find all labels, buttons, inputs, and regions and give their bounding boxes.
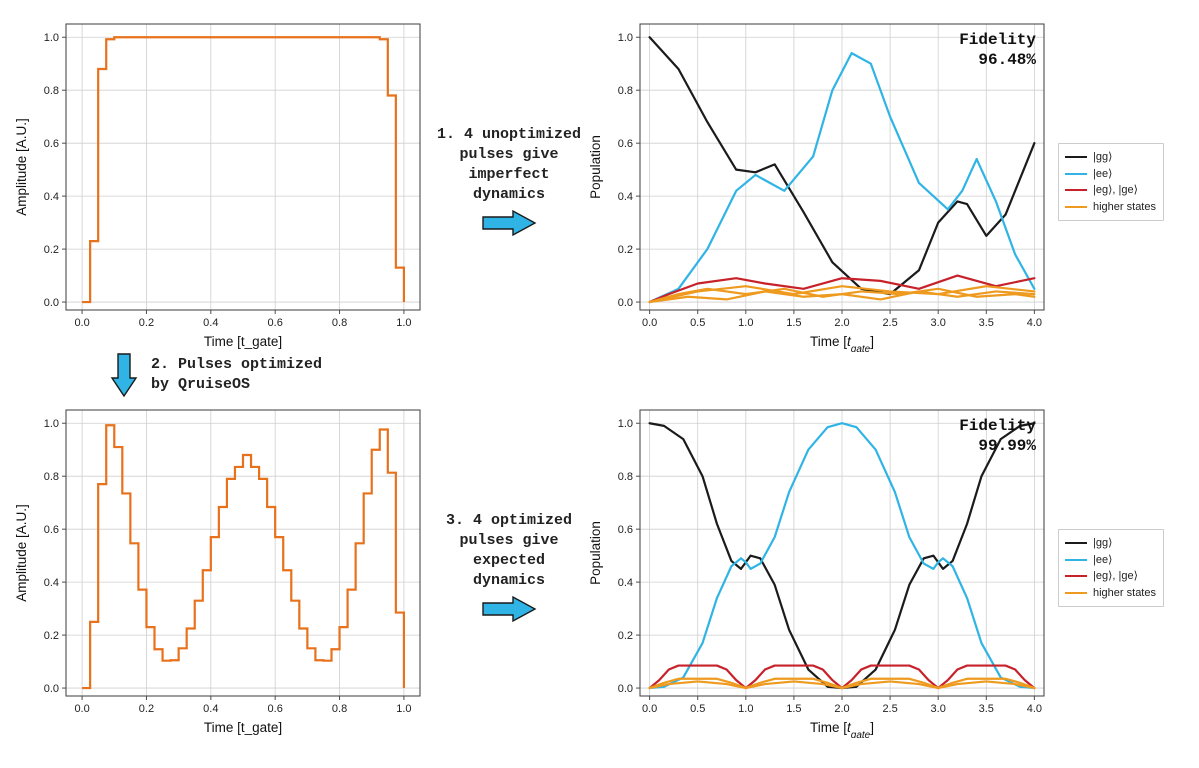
legend-2: |gg⟩|ee⟩|eg⟩, |ge⟩higher states [1058, 398, 1198, 738]
legend-item: higher states [1065, 585, 1156, 602]
svg-text:0.6: 0.6 [618, 138, 633, 150]
svg-text:3.5: 3.5 [979, 703, 994, 715]
svg-text:0.4: 0.4 [203, 317, 218, 329]
svg-text:0.8: 0.8 [618, 471, 633, 483]
svg-text:0.2: 0.2 [139, 317, 154, 329]
svg-text:0.0: 0.0 [618, 297, 633, 309]
annotation-2: 2. Pulses optimizedby QruiseOS [12, 352, 432, 398]
svg-text:Fidelity: Fidelity [959, 417, 1036, 435]
pulse-unoptimized-panel: 0.0 0.2 0.4 0.6 0.8 1.0 0.0 0.2 0.4 0.6 0.8 1.0 Time… [12, 12, 432, 352]
svg-text:0.6: 0.6 [44, 524, 59, 536]
svg-text:0.0: 0.0 [618, 683, 633, 695]
svg-text:96.48%: 96.48% [978, 51, 1036, 69]
arrow-right-icon [479, 206, 539, 240]
svg-text:0.2: 0.2 [618, 630, 633, 642]
svg-text:4.0: 4.0 [1027, 317, 1042, 329]
svg-text:0.0: 0.0 [74, 703, 89, 715]
svg-text:1.0: 1.0 [618, 418, 633, 430]
svg-text:2.5: 2.5 [882, 703, 897, 715]
svg-text:0.2: 0.2 [44, 630, 59, 642]
svg-text:0.0: 0.0 [74, 317, 89, 329]
annotation-3-text: 3. 4 optimizedpulses giveexpecteddynamic… [446, 511, 572, 592]
svg-text:2.0: 2.0 [834, 317, 849, 329]
svg-text:4.0: 4.0 [1027, 703, 1042, 715]
legend-item: |gg⟩ [1065, 535, 1156, 552]
svg-text:Time [tgate]: Time [tgate] [810, 334, 874, 352]
annotation-1: 1. 4 unoptimizedpulses giveimperfectdyna… [434, 125, 584, 240]
legend-1: |gg⟩|ee⟩|eg⟩, |ge⟩higher states [1058, 12, 1198, 352]
pulse-optimized-panel: 0.0 0.2 0.4 0.6 0.8 1.0 0.0 0.2 0.4 0.6 0.8 1.0 Time… [12, 398, 432, 738]
svg-text:1.0: 1.0 [738, 317, 753, 329]
figure-grid: 0.0 0.2 0.4 0.6 0.8 1.0 0.0 0.2 0.4 0.6 0.8 1.0 Time… [12, 12, 1187, 738]
svg-text:1.5: 1.5 [786, 317, 801, 329]
svg-text:0.5: 0.5 [690, 317, 705, 329]
svg-text:1.0: 1.0 [44, 32, 59, 44]
svg-text:0.4: 0.4 [618, 577, 633, 589]
svg-text:1.0: 1.0 [396, 317, 411, 329]
svg-text:Time [t_gate]: Time [t_gate] [204, 720, 282, 735]
svg-text:0.6: 0.6 [268, 703, 283, 715]
svg-text:Time [tgate]: Time [tgate] [810, 720, 874, 738]
svg-text:0.6: 0.6 [268, 317, 283, 329]
legend-item: |eg⟩, |ge⟩ [1065, 182, 1156, 199]
svg-text:0.6: 0.6 [44, 138, 59, 150]
svg-text:3.5: 3.5 [979, 317, 994, 329]
svg-text:0.8: 0.8 [44, 85, 59, 97]
legend-item: |gg⟩ [1065, 149, 1156, 166]
arrow-down-icon [107, 352, 141, 398]
annotation-1-text: 1. 4 unoptimizedpulses giveimperfectdyna… [437, 125, 581, 206]
svg-text:0.8: 0.8 [44, 471, 59, 483]
annotation-3: 3. 4 optimizedpulses giveexpecteddynamic… [434, 511, 584, 626]
legend-item: |ee⟩ [1065, 552, 1156, 569]
population-optimized-panel: 0.0 0.5 1.0 1.5 2.0 2.5 3.0 3.5 4.0 0.0 0.2 0.4 0.6 0… [586, 398, 1056, 738]
arrow-right-icon [479, 592, 539, 626]
svg-text:2.0: 2.0 [834, 703, 849, 715]
svg-text:0.0: 0.0 [44, 683, 59, 695]
svg-text:0.2: 0.2 [139, 703, 154, 715]
svg-text:Amplitude [A.U.]: Amplitude [A.U.] [14, 504, 29, 602]
svg-text:0.0: 0.0 [642, 317, 657, 329]
svg-text:Fidelity: Fidelity [959, 31, 1036, 49]
svg-text:1.5: 1.5 [786, 703, 801, 715]
svg-text:0.0: 0.0 [44, 297, 59, 309]
svg-text:99.99%: 99.99% [978, 437, 1036, 455]
svg-text:0.8: 0.8 [332, 703, 347, 715]
svg-text:0.4: 0.4 [44, 191, 59, 203]
svg-text:0.5: 0.5 [690, 703, 705, 715]
svg-text:0.4: 0.4 [44, 577, 59, 589]
svg-text:1.0: 1.0 [396, 703, 411, 715]
legend-item: |ee⟩ [1065, 166, 1156, 183]
svg-text:1.0: 1.0 [618, 32, 633, 44]
annotation-2-text: 2. Pulses optimizedby QruiseOS [151, 355, 322, 396]
svg-text:1.0: 1.0 [44, 418, 59, 430]
legend-item: |eg⟩, |ge⟩ [1065, 568, 1156, 585]
svg-text:0.4: 0.4 [618, 191, 633, 203]
svg-text:0.2: 0.2 [618, 244, 633, 256]
svg-text:3.0: 3.0 [931, 703, 946, 715]
svg-text:3.0: 3.0 [931, 317, 946, 329]
svg-text:0.0: 0.0 [642, 703, 657, 715]
svg-text:Population: Population [588, 521, 603, 585]
svg-text:Time [t_gate]: Time [t_gate] [204, 334, 282, 349]
svg-text:0.6: 0.6 [618, 524, 633, 536]
svg-text:Population: Population [588, 135, 603, 199]
svg-text:2.5: 2.5 [882, 317, 897, 329]
svg-text:Amplitude [A.U.]: Amplitude [A.U.] [14, 118, 29, 216]
svg-text:1.0: 1.0 [738, 703, 753, 715]
svg-text:0.2: 0.2 [44, 244, 59, 256]
svg-text:0.8: 0.8 [332, 317, 347, 329]
population-unoptimized-panel: 0.0 0.5 1.0 1.5 2.0 2.5 3.0 3.5 4.0 0.0 0.2 0.4 0.6 0… [586, 12, 1056, 352]
svg-text:0.4: 0.4 [203, 703, 218, 715]
legend-item: higher states [1065, 199, 1156, 216]
svg-text:0.8: 0.8 [618, 85, 633, 97]
